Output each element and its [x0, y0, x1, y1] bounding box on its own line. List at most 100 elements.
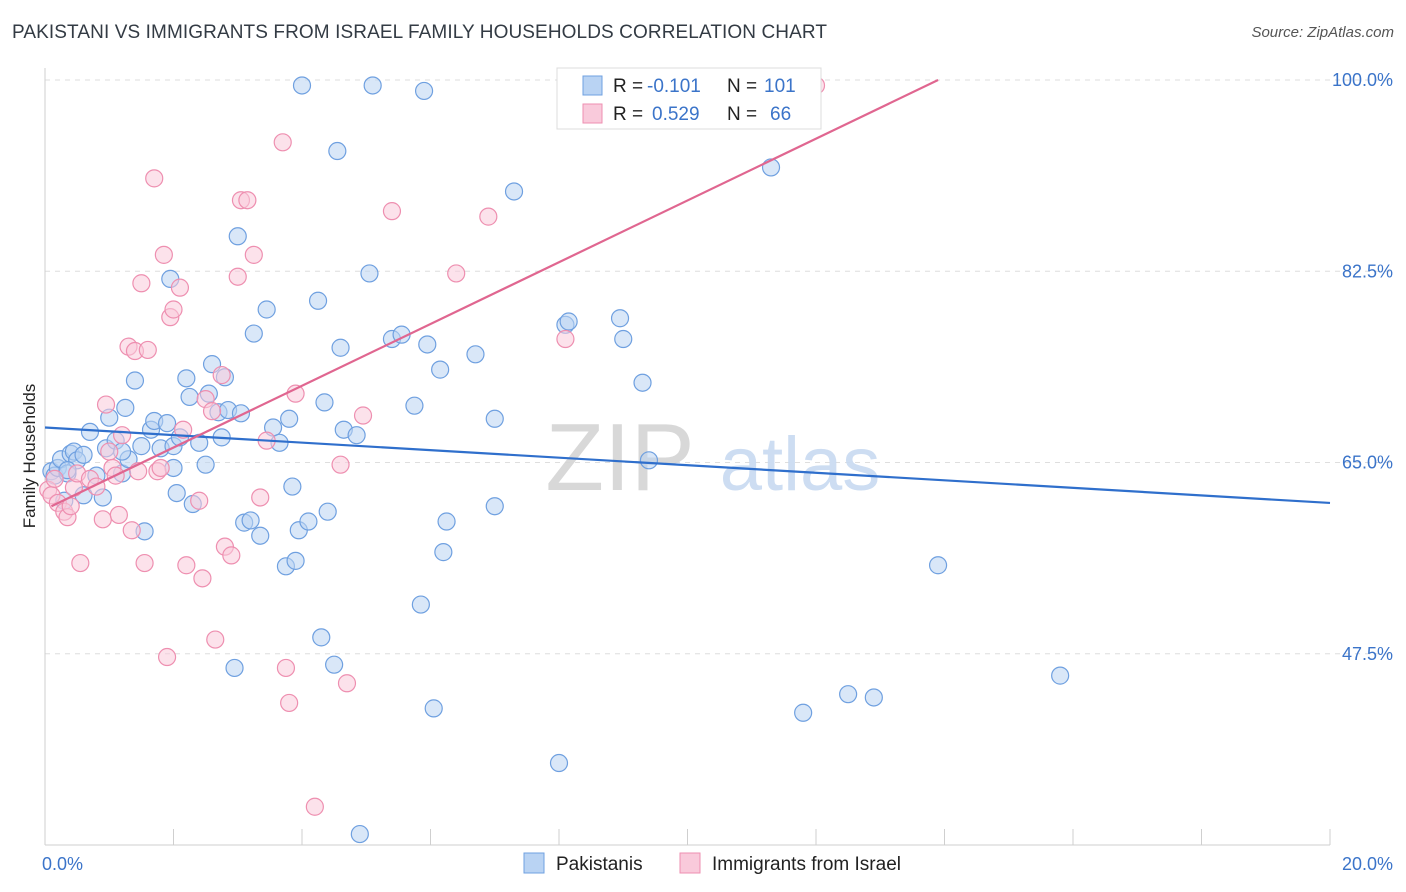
data-point: [251, 488, 270, 507]
legend-r-label-1: R =: [613, 76, 648, 97]
data-point: [466, 345, 485, 364]
data-point: [212, 365, 231, 385]
data-point: [193, 569, 212, 588]
data-point: [125, 371, 145, 390]
data-points: [39, 76, 1070, 844]
data-point: [251, 526, 270, 545]
y-tick-labels: 47.5% 65.0% 82.5% 100.0%: [1332, 70, 1393, 664]
data-point: [132, 437, 151, 456]
data-point: [283, 477, 302, 496]
legend-n-value-2: 66: [770, 104, 791, 125]
legend-swatch-blue: [582, 75, 603, 96]
x-tick-label-right: 20.0%: [1342, 854, 1393, 874]
data-point: [328, 141, 347, 161]
data-point: [151, 458, 170, 478]
data-point: [202, 402, 222, 421]
data-point: [196, 455, 215, 474]
data-point: [347, 426, 366, 445]
trend-line-pakistanis: [44, 426, 1331, 505]
data-point: [170, 278, 190, 297]
data-point: [145, 169, 164, 188]
data-point: [286, 551, 305, 570]
data-point: [228, 227, 247, 246]
chart-source: Source: ZipAtlas.com: [1251, 24, 1394, 41]
data-point: [610, 309, 630, 328]
data-point: [238, 191, 257, 210]
data-point: [122, 521, 141, 540]
data-point: [100, 442, 119, 461]
data-point: [138, 340, 157, 360]
data-point: [96, 395, 116, 414]
legend-swatch-pink: [582, 103, 603, 124]
data-point: [794, 703, 813, 722]
data-point: [93, 510, 112, 529]
y-axis-label: Family Households: [20, 384, 39, 529]
y-tick-label: 47.5%: [1342, 644, 1393, 664]
data-point: [177, 556, 196, 575]
data-point: [353, 406, 373, 425]
data-point: [112, 426, 132, 445]
legend-r-value-1: -0.101: [647, 76, 701, 97]
axes: [44, 68, 1331, 846]
data-point: [157, 414, 177, 433]
data-point: [280, 409, 299, 428]
data-point: [504, 182, 524, 201]
data-point: [337, 674, 357, 693]
data-point: [292, 76, 312, 95]
data-point: [437, 512, 456, 531]
data-point: [331, 338, 350, 357]
data-point: [325, 655, 344, 674]
data-point: [360, 264, 379, 283]
data-point: [74, 445, 93, 464]
y-tick-label: 100.0%: [1332, 70, 1393, 90]
watermark: ZIP atlas: [545, 404, 880, 511]
y-tick-label: 65.0%: [1342, 453, 1393, 473]
data-point: [447, 264, 466, 283]
legend-r-value-2: 0.529: [652, 104, 700, 125]
data-point: [485, 497, 504, 516]
x-tick-label-left: 0.0%: [42, 854, 83, 874]
legend-bottom-swatch-pakistanis: [523, 852, 545, 874]
data-point: [479, 207, 498, 226]
data-point: [154, 245, 173, 264]
legend-bottom-label-pakistanis: Pakistanis: [556, 854, 643, 875]
data-point: [318, 502, 337, 521]
data-point: [350, 824, 369, 844]
data-point: [485, 409, 504, 428]
data-point: [864, 688, 883, 707]
legend-bottom: Pakistanis Immigrants from Israel: [523, 852, 901, 875]
data-point: [312, 628, 331, 647]
data-point: [556, 329, 575, 349]
data-point: [257, 300, 276, 319]
data-point: [276, 658, 296, 678]
legend-bottom-label-israel: Immigrants from Israel: [712, 854, 901, 875]
legend-r-label-2: R =: [613, 104, 648, 125]
data-point: [244, 245, 263, 264]
data-point: [280, 693, 299, 713]
data-point: [1051, 666, 1070, 685]
data-point: [132, 274, 151, 293]
data-point: [80, 422, 100, 441]
data-point: [164, 300, 183, 319]
data-point: [839, 685, 858, 704]
legend-n-label-1: N =: [727, 76, 762, 97]
data-point: [228, 267, 247, 286]
data-point: [273, 133, 292, 152]
data-point: [418, 335, 437, 354]
data-point: [411, 595, 430, 614]
data-point: [633, 373, 652, 392]
data-point: [157, 647, 177, 667]
chart-title: PAKISTANI VS IMMIGRANTS FROM ISRAEL FAMI…: [12, 22, 828, 43]
data-point: [299, 512, 318, 531]
legend-n-label-2: N =: [727, 104, 762, 125]
legend-bottom-swatch-israel: [679, 852, 701, 874]
data-point: [190, 491, 209, 510]
data-point: [225, 658, 244, 678]
data-point: [135, 553, 154, 573]
data-point: [928, 556, 948, 575]
data-point: [434, 543, 453, 562]
data-point: [206, 630, 225, 649]
data-point: [331, 455, 350, 474]
y-tick-label: 82.5%: [1342, 261, 1393, 281]
